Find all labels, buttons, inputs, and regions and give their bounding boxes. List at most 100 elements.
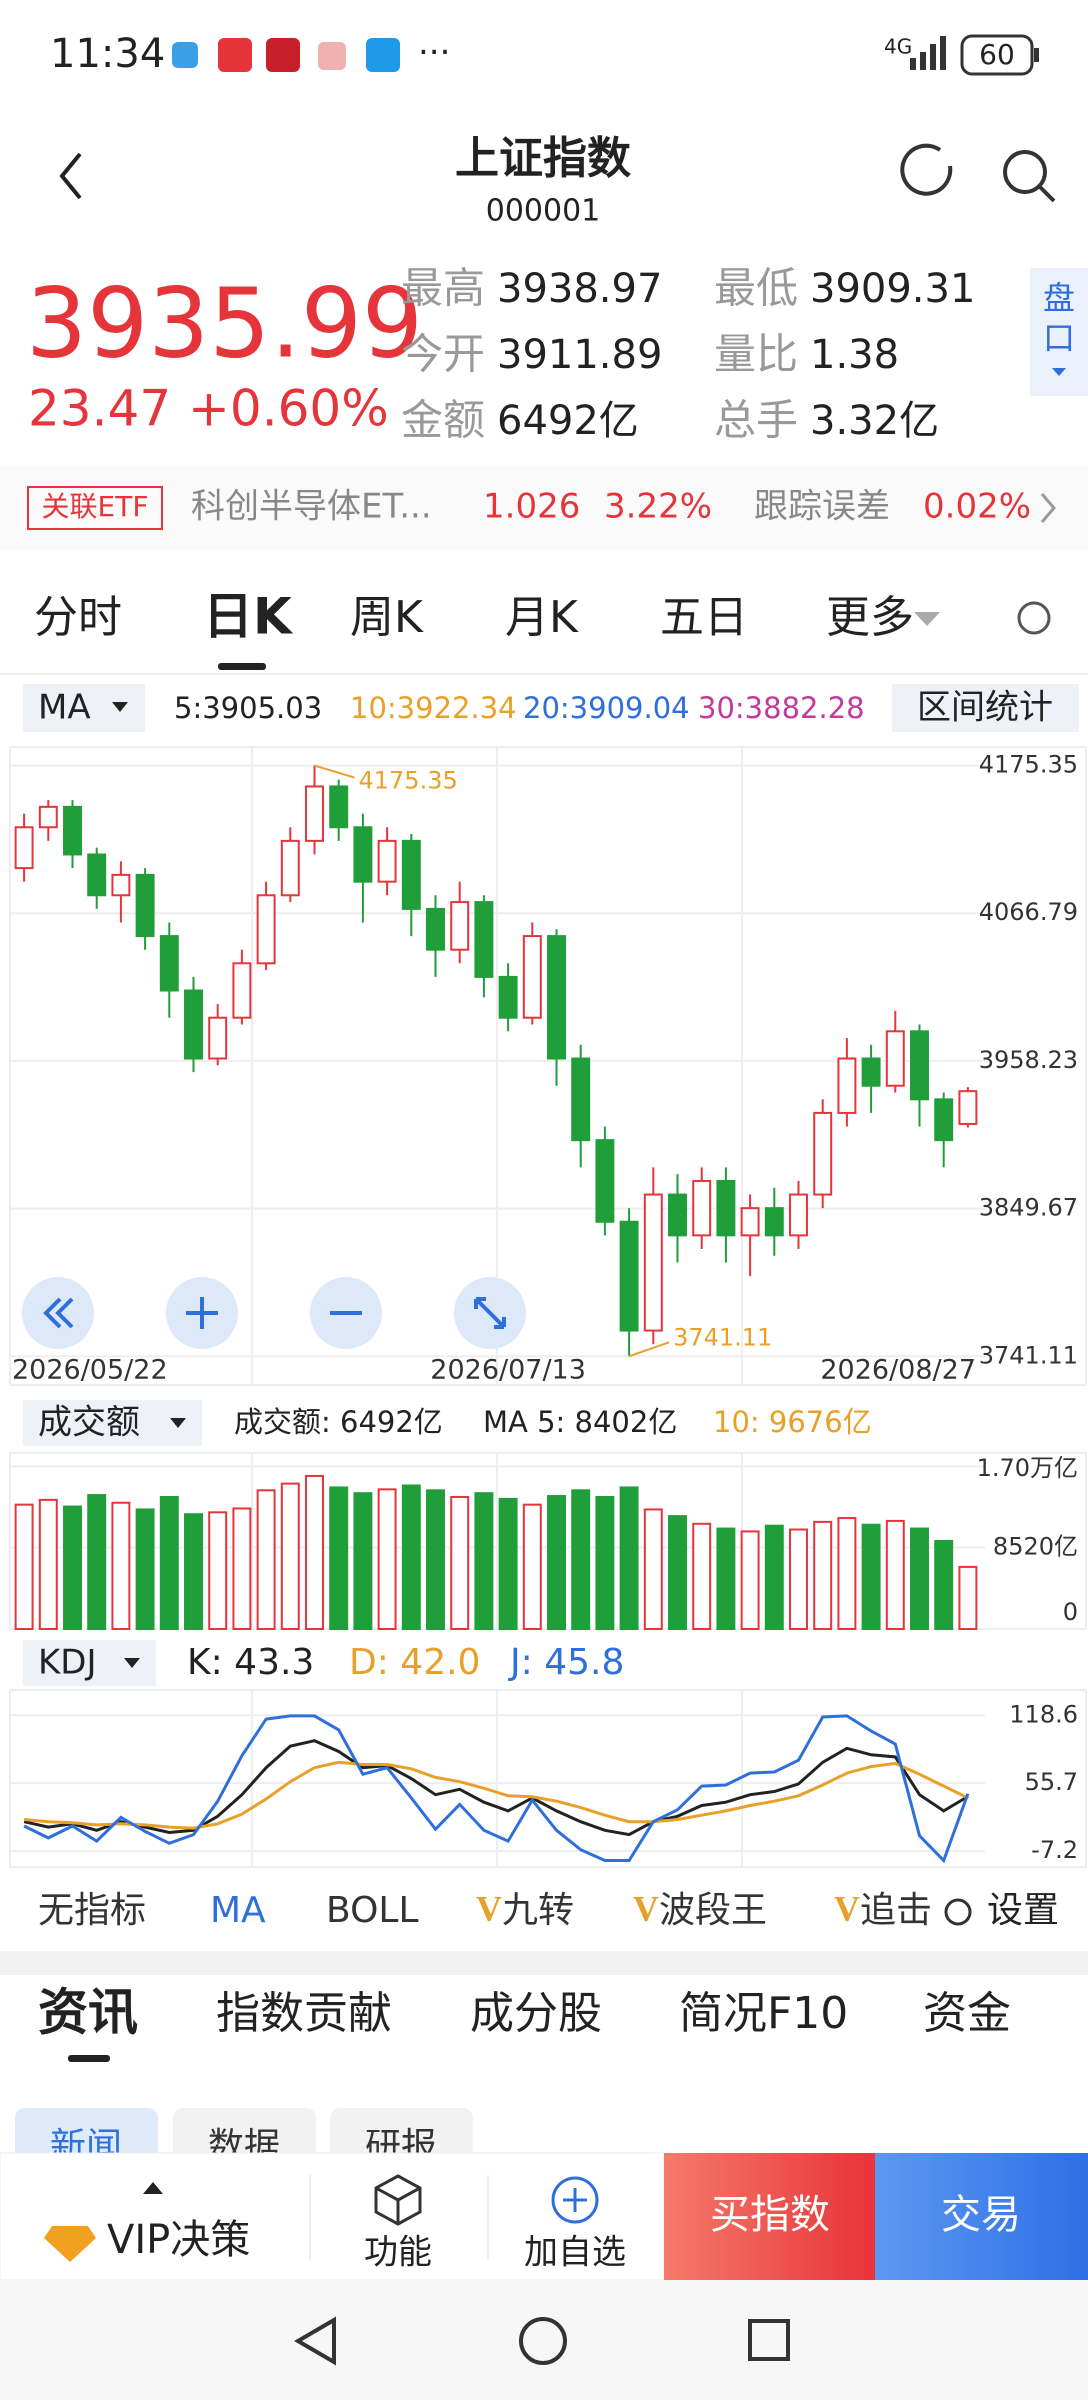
volume-bar bbox=[184, 1513, 203, 1631]
v-badge: V bbox=[834, 1888, 860, 1928]
indicator-select[interactable] bbox=[23, 684, 145, 732]
info-tab[interactable]: 资讯 bbox=[38, 1984, 138, 2042]
info-tab[interactable]: 资金 bbox=[923, 1988, 1011, 2039]
dropdown-caret bbox=[112, 702, 128, 712]
settings-label[interactable]: 设置 bbox=[987, 1890, 1059, 1931]
indicator-tab[interactable]: 无指标 bbox=[38, 1890, 146, 1931]
status-time: 11:34 bbox=[50, 31, 165, 77]
v-badge: V bbox=[476, 1888, 502, 1928]
back-button[interactable] bbox=[59, 152, 82, 200]
status-icon bbox=[366, 38, 400, 72]
expand-caret[interactable] bbox=[143, 2182, 163, 2194]
etf-tag: 关联ETF bbox=[42, 490, 149, 523]
kdj-legend-item: J: 45.8 bbox=[508, 1642, 624, 1683]
nav-home[interactable] bbox=[519, 2317, 567, 2365]
volume-bar bbox=[547, 1495, 566, 1630]
charts: 4175.354066.793958.233849.673741.112026/… bbox=[9, 746, 1087, 1868]
nav-recent[interactable] bbox=[748, 2319, 790, 2361]
icon bbox=[186, 1297, 218, 1329]
candle-body bbox=[643, 1193, 663, 1332]
buy-button[interactable] bbox=[664, 2153, 875, 2280]
candle-body bbox=[14, 826, 34, 870]
indicator-tab[interactable]: BOLL bbox=[326, 1890, 419, 1931]
refresh-button[interactable] bbox=[900, 143, 953, 196]
candle-body bbox=[668, 1193, 687, 1237]
chart-frame bbox=[9, 1689, 1087, 1868]
volume-bar bbox=[208, 1511, 228, 1630]
etf-row[interactable] bbox=[0, 466, 1088, 550]
battery-tip bbox=[1034, 48, 1039, 62]
stat-value: 3911.89 bbox=[497, 332, 662, 378]
range-button-box[interactable] bbox=[892, 684, 1079, 732]
candle-body bbox=[571, 1057, 591, 1142]
kdj-legend: K: 43.3 D: 42.0 J: 45.8 bbox=[187, 1642, 624, 1683]
bottom-label[interactable]: 功能 bbox=[364, 2233, 432, 2273]
candle-body bbox=[256, 894, 276, 965]
etf-error-label: 跟踪误差 bbox=[754, 487, 890, 527]
x-tick-label: 2026/05/22 bbox=[12, 1355, 168, 1386]
volume-bar bbox=[135, 1508, 155, 1631]
candle-body bbox=[837, 1057, 857, 1114]
period-tab[interactable]: 周K bbox=[350, 592, 424, 643]
stat-label: 量比 bbox=[714, 330, 798, 379]
status-icon bbox=[172, 42, 198, 68]
bottom-label[interactable]: VIP决策 bbox=[107, 2217, 250, 2263]
indicator-select[interactable] bbox=[23, 1400, 202, 1446]
add-icon-plus bbox=[563, 2188, 587, 2212]
search-button[interactable] bbox=[1003, 150, 1047, 194]
volume-bar bbox=[63, 1505, 82, 1630]
kdj-line bbox=[23, 1739, 969, 1837]
candle-body bbox=[716, 1179, 736, 1237]
volume-bar bbox=[522, 1503, 542, 1631]
period-tab[interactable]: 五日 bbox=[660, 592, 748, 643]
nav-back[interactable] bbox=[294, 2316, 336, 2366]
volume-bar bbox=[692, 1522, 712, 1630]
volume-bar bbox=[353, 1492, 373, 1631]
etf-price: 1.026 bbox=[483, 487, 580, 527]
candle-body bbox=[426, 907, 445, 951]
range-button: 区间统计 bbox=[917, 688, 1053, 728]
candle-body bbox=[498, 975, 518, 1019]
indicator-tab[interactable]: 追击 bbox=[860, 1890, 932, 1931]
etf-change: 3.22% bbox=[604, 487, 712, 527]
y-tick-label: 4066.79 bbox=[979, 898, 1078, 926]
info-tab[interactable]: 成分股 bbox=[470, 1988, 602, 2039]
x-tick-label: 2026/08/27 bbox=[820, 1355, 976, 1386]
y-tick-label: 4175.35 bbox=[979, 751, 1078, 779]
candle-body bbox=[377, 839, 397, 883]
indicator-title: MA bbox=[38, 688, 91, 728]
indicator-row: 无指标MABOLLV九转V波段王V追击设置设置 bbox=[38, 1885, 1088, 1939]
indicator-tab[interactable]: 九转 bbox=[502, 1890, 574, 1931]
bottom-label[interactable]: 买指数 bbox=[710, 2192, 830, 2238]
page-title: 上证指数 bbox=[455, 133, 631, 184]
candle-body bbox=[135, 873, 155, 938]
info-tab[interactable]: 指数贡献 bbox=[216, 1988, 392, 2039]
volume-bar bbox=[885, 1519, 905, 1631]
period-tab[interactable]: 月K bbox=[505, 592, 579, 643]
period-tab[interactable]: 日K bbox=[203, 588, 294, 646]
settings-button[interactable] bbox=[1017, 601, 1051, 635]
leader bbox=[628, 1341, 670, 1358]
etf-tag-box bbox=[27, 486, 163, 530]
tab-underline bbox=[68, 2055, 110, 2062]
volume-bar bbox=[764, 1524, 784, 1631]
period-tab[interactable]: 分时 bbox=[34, 592, 122, 643]
status-icon bbox=[218, 38, 252, 72]
side-panel-label: 盘口 bbox=[1043, 279, 1075, 357]
search-handle bbox=[1038, 185, 1056, 203]
volume-bar bbox=[401, 1484, 421, 1630]
indicator-tab[interactable]: MA bbox=[210, 1890, 266, 1931]
y-tick-label: 0 bbox=[1063, 1598, 1078, 1626]
info-tabs: 资讯 指数贡献 成分股 简况F10 资金 bbox=[38, 1984, 1011, 2042]
ma-legend-item: 10:3922.34 bbox=[350, 691, 517, 725]
indicator-tab[interactable]: 波段王 bbox=[659, 1890, 767, 1931]
trade-button[interactable] bbox=[875, 2153, 1088, 2280]
volume-bar bbox=[329, 1486, 349, 1631]
candle-body bbox=[692, 1179, 712, 1237]
period-tab[interactable]: 更多 bbox=[826, 592, 914, 643]
bottom-label[interactable]: 加自选 bbox=[524, 2233, 626, 2273]
stat-label: 总手 bbox=[714, 396, 798, 445]
settings-icon bbox=[944, 1898, 972, 1926]
bottom-label[interactable]: 交易 bbox=[941, 2192, 1021, 2238]
info-tab[interactable]: 简况F10 bbox=[679, 1988, 848, 2039]
